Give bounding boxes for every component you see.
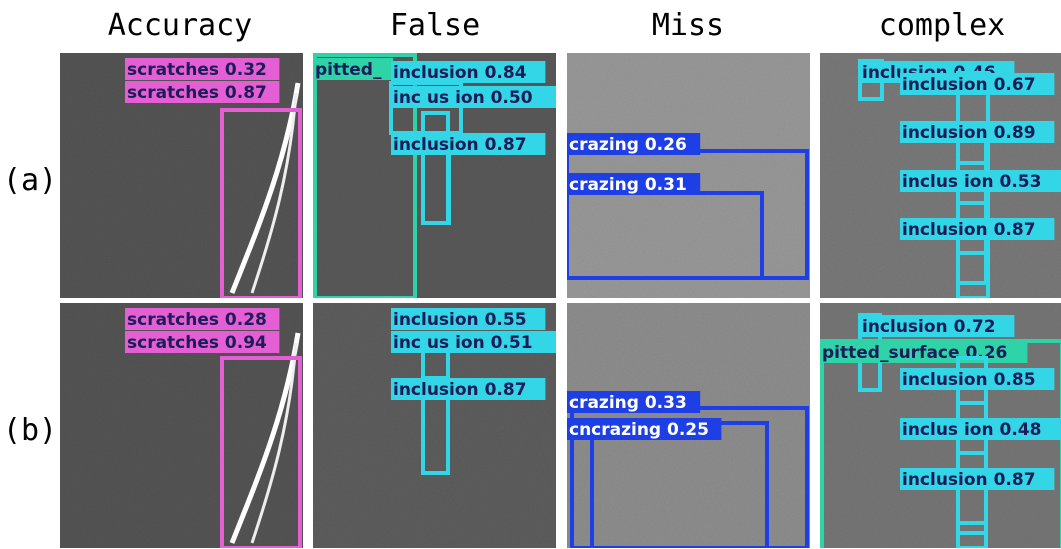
detection-label: inclusion 0.72 <box>862 317 996 337</box>
detection-label: inclusion 0.84 <box>393 63 527 83</box>
panel: crazing 0.26 crazing 0.31 <box>567 53 810 298</box>
panel: scratches 0.28 scratches 0.94 <box>60 303 303 548</box>
detection-label: scratches 0.28 <box>127 310 267 330</box>
detection-label: inclusion 0.87 <box>902 220 1036 240</box>
detection-label: inclusion 0.87 <box>393 380 527 400</box>
detection-label: scratches 0.32 <box>127 60 267 80</box>
detection-label: inc us ion 0.51 <box>393 333 533 353</box>
detection-label: inclusion 0.89 <box>902 123 1036 143</box>
row-label: (a) <box>3 163 57 198</box>
panel: inclusion 0.55 inc us ion 0.51 inclusion 0… <box>313 303 556 548</box>
row-label: (b) <box>3 413 57 448</box>
detection-label: crazing 0.33 <box>569 393 687 413</box>
figure: Accuracy False Miss complex (a) (b) scra… <box>0 0 1061 549</box>
column-header: complex <box>879 8 1005 43</box>
detection-label: inclusion 0.67 <box>902 75 1036 95</box>
detection-label: scratches 0.94 <box>127 333 267 353</box>
detection-label: pitted_ <box>315 60 382 80</box>
detection-label: inclusion 0.87 <box>902 470 1036 490</box>
detection-label: inclusion 0.85 <box>902 370 1036 390</box>
column-header: Accuracy <box>108 8 253 43</box>
panel: pitted_ inclusion 0.84 inc us ion 0.50 incl… <box>313 53 556 298</box>
detection-label: scratches 0.87 <box>127 83 267 103</box>
detection-label: inclusion 0.55 <box>393 310 527 330</box>
panel: scratches 0.32 scratches 0.87 <box>60 53 303 298</box>
detection-label: crazing 0.26 <box>569 135 687 155</box>
detection-label: crazing 0.31 <box>569 175 687 195</box>
detection-label: inclus ion 0.53 <box>902 172 1041 192</box>
column-header: False <box>390 8 480 43</box>
detection-label: inclusion 0.87 <box>393 135 527 155</box>
detection-label: cncrazing 0.25 <box>569 420 709 440</box>
column-header: Miss <box>652 8 724 43</box>
detection-label: inc us ion 0.50 <box>393 88 533 108</box>
detection-label: inclus ion 0.48 <box>902 420 1041 440</box>
panel: crazing 0.33 cncrazing 0.25 <box>567 303 810 548</box>
